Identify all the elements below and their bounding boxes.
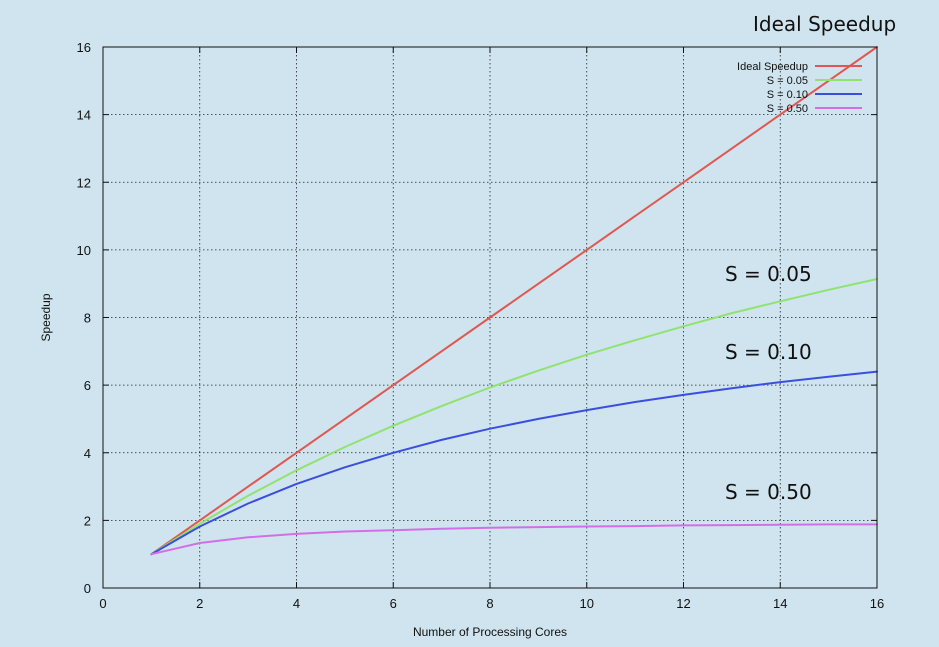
x-tick-label: 0 [99, 596, 106, 611]
legend-label: S = 0.50 [767, 103, 808, 115]
legend-label: S = 0.05 [767, 75, 808, 87]
legend-label: Ideal Speedup [737, 61, 808, 73]
series-line-0 [150, 46, 878, 556]
annotation-ideal-speedup: Ideal Speedup [753, 12, 896, 36]
x-axis-title: Number of Processing Cores [413, 625, 567, 639]
y-tick-label: 0 [84, 581, 91, 596]
y-tick-label: 12 [77, 175, 91, 190]
x-tick-label: 6 [390, 596, 397, 611]
y-tick-label: 4 [84, 446, 91, 461]
x-tick-label: 8 [486, 596, 493, 611]
legend-label: S = 0.10 [767, 89, 808, 101]
x-tick-label: 4 [293, 596, 300, 611]
x-tick-label: 12 [676, 596, 690, 611]
plot-frame [102, 46, 878, 589]
y-tick-label: 8 [84, 311, 91, 326]
x-tick-label: 10 [580, 596, 594, 611]
x-tick-label: 2 [196, 596, 203, 611]
y-tick-label: 2 [84, 513, 91, 528]
y-axis-title: Speedup [39, 293, 53, 341]
annotation-s-050: S = 0.50 [725, 480, 812, 504]
legend: Ideal Speedup S = 0.05 S = 0.10 S = 0.50 [737, 61, 862, 115]
x-tick-label: 16 [870, 596, 884, 611]
y-tick-label: 10 [77, 243, 91, 258]
annotation-s-010: S = 0.10 [725, 340, 812, 364]
series-line-3 [150, 523, 878, 556]
series-line-1 [150, 278, 878, 556]
series-line-2 [150, 370, 878, 556]
x-tick-label: 14 [773, 596, 787, 611]
y-tick-label: 14 [77, 108, 91, 123]
y-tick-label: 6 [84, 378, 91, 393]
grid-lines [103, 47, 877, 588]
y-tick-label: 16 [77, 40, 91, 55]
series-lines [150, 46, 878, 556]
annotation-s-005: S = 0.05 [725, 262, 812, 286]
